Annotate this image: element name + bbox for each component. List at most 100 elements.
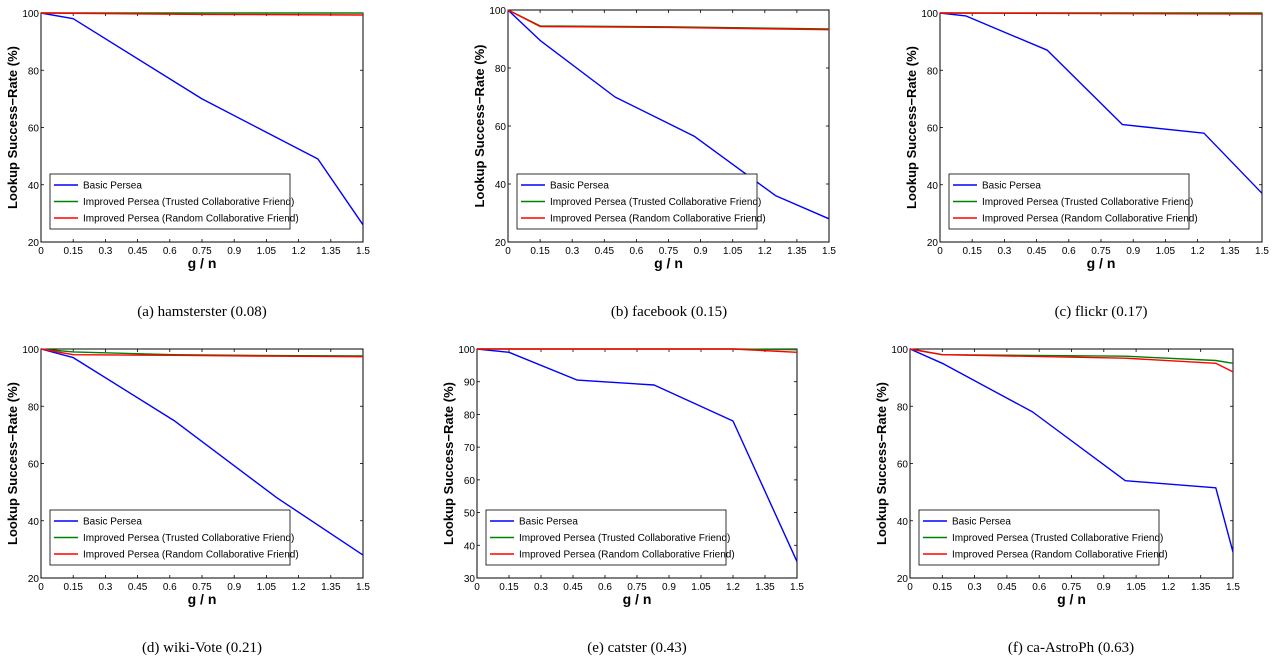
x-axis-label: g / n — [1057, 591, 1086, 607]
legend: Basic Persea Improved Persea (Trusted Col… — [49, 509, 299, 566]
y-axis-label: Lookup Success−Rate (%) — [472, 45, 487, 208]
x-tick-label: 1.2 — [758, 246, 772, 257]
y-tick-label: 80 — [495, 64, 507, 75]
x-tick-label: 0.9 — [1097, 582, 1111, 593]
x-tick-label: 0.45 — [563, 582, 583, 593]
x-tick-label: 0.9 — [227, 582, 241, 593]
y-tick-label: 40 — [28, 181, 40, 192]
legend: Basic Persea Improved Persea (Trusted Col… — [516, 173, 766, 230]
y-tick-label: 80 — [927, 66, 939, 77]
x-axis-label: g / n — [623, 591, 652, 607]
legend-label-1: Improved Persea (Trusted Collaborative F… — [83, 197, 294, 208]
x-axis-label: g / n — [188, 255, 217, 271]
panel-caption: (f) ca-AstroPh (0.63) — [1008, 640, 1134, 656]
x-tick-label: 0.6 — [1032, 582, 1046, 593]
y-tick-label: 100 — [22, 9, 39, 20]
panel-caption: (e) catster (0.43) — [587, 640, 687, 656]
legend-label-2: Improved Persea (Random Collaborative Fr… — [550, 214, 766, 225]
y-tick-label: 100 — [921, 9, 938, 20]
x-tick-label: 0.45 — [997, 582, 1017, 593]
x-tick-label: 1.05 — [723, 246, 743, 257]
x-tick-label: 0.15 — [499, 582, 519, 593]
y-tick-label: 60 — [28, 460, 40, 471]
x-tick-label: 1.35 — [321, 582, 341, 593]
x-axis-label: g / n — [188, 591, 217, 607]
x-tick-label: 0.15 — [933, 582, 953, 593]
x-tick-label: 1.05 — [1156, 246, 1176, 257]
y-axis-label: Lookup Success−Rate (%) — [904, 46, 919, 209]
x-tick-label: 0.6 — [163, 582, 177, 593]
legend-box — [49, 173, 291, 230]
y-tick-label: 100 — [891, 345, 908, 356]
y-tick-label: 90 — [464, 378, 476, 389]
x-tick-label: 1.2 — [292, 582, 306, 593]
y-tick-label: 20 — [28, 238, 40, 249]
x-tick-label: 1.35 — [1220, 246, 1240, 257]
x-tick-label: 1.5 — [1255, 246, 1269, 257]
x-tick-label: 0.15 — [962, 246, 982, 257]
legend-box — [49, 509, 291, 566]
x-tick-label: 1.2 — [1191, 246, 1205, 257]
legend-label-0: Basic Persea — [83, 517, 142, 528]
legend-label-2: Improved Persea (Random Collaborative Fr… — [519, 550, 735, 561]
series-line-2 — [40, 12, 364, 16]
y-tick-label: 60 — [28, 124, 40, 135]
y-tick-label: 40 — [28, 517, 40, 528]
y-tick-label: 40 — [464, 541, 476, 552]
x-tick-label: 0.3 — [565, 246, 579, 257]
x-tick-label: 0.15 — [63, 582, 83, 593]
series-line-2 — [909, 348, 1234, 373]
y-tick-label: 100 — [22, 345, 39, 356]
y-axis-label: Lookup Success−Rate (%) — [5, 382, 20, 545]
x-tick-label: 0 — [505, 246, 511, 257]
y-axis-label: Lookup Success−Rate (%) — [874, 382, 889, 545]
legend-label-1: Improved Persea (Trusted Collaborative F… — [550, 197, 761, 208]
y-tick-label: 60 — [464, 476, 476, 487]
legend-label-0: Basic Persea — [982, 181, 1041, 192]
x-tick-label: 0.15 — [63, 246, 83, 257]
y-tick-label: 50 — [464, 509, 476, 520]
series-line-0 — [939, 12, 1263, 194]
x-tick-label: 0.6 — [1062, 246, 1076, 257]
legend: Basic Persea Improved Persea (Trusted Col… — [918, 509, 1168, 566]
x-tick-label: 0 — [38, 582, 44, 593]
y-tick-label: 30 — [464, 574, 476, 585]
chart-panel-4: 0 0.15 0.3 0.45 0.6 0.75 0.9 1.05 1.2 1.35 1.5 30 40… — [441, 345, 804, 656]
x-axis-label: g / n — [654, 255, 683, 271]
legend-label-0: Basic Persea — [550, 181, 609, 192]
legend-box — [918, 509, 1160, 566]
legend-box — [948, 173, 1190, 230]
chart-panel-5: 0 0.15 0.3 0.45 0.6 0.75 0.9 1.05 1.2 1.35 1.5 20 40… — [874, 345, 1240, 656]
x-tick-label: 0.9 — [694, 246, 708, 257]
panel-caption: (c) flickr (0.17) — [1055, 304, 1148, 320]
y-tick-label: 100 — [489, 6, 506, 17]
x-tick-label: 0.3 — [534, 582, 548, 593]
chart-panel-2: 0 0.15 0.3 0.45 0.6 0.75 0.9 1.05 1.2 1.35 1.5 20 40… — [904, 9, 1269, 320]
x-tick-label: 0.3 — [968, 582, 982, 593]
y-axis-label: Lookup Success−Rate (%) — [441, 382, 456, 545]
x-tick-label: 0.3 — [997, 246, 1011, 257]
x-tick-label: 1.2 — [292, 246, 306, 257]
x-tick-label: 1.35 — [321, 246, 341, 257]
chart-panel-3: 0 0.15 0.3 0.45 0.6 0.75 0.9 1.05 1.2 1.35 1.5 20 40… — [5, 345, 370, 656]
y-tick-label: 100 — [458, 345, 475, 356]
x-tick-label: 1.05 — [257, 582, 277, 593]
y-tick-label: 60 — [897, 460, 909, 471]
y-axis-label: Lookup Success−Rate (%) — [5, 46, 20, 209]
legend-label-0: Basic Persea — [83, 181, 142, 192]
y-tick-label: 40 — [495, 180, 507, 191]
x-tick-label: 0 — [38, 246, 44, 257]
series-line-2 — [40, 348, 364, 358]
x-tick-label: 0.45 — [128, 582, 148, 593]
y-tick-label: 80 — [897, 402, 909, 413]
x-tick-label: 1.5 — [822, 246, 836, 257]
x-tick-label: 0 — [907, 582, 913, 593]
x-tick-label: 1.2 — [1161, 582, 1175, 593]
y-tick-label: 80 — [464, 410, 476, 421]
y-tick-label: 80 — [28, 66, 40, 77]
legend-box — [516, 173, 758, 230]
x-tick-label: 0.75 — [659, 246, 679, 257]
x-tick-label: 1.05 — [691, 582, 711, 593]
series-line-2 — [507, 9, 830, 31]
